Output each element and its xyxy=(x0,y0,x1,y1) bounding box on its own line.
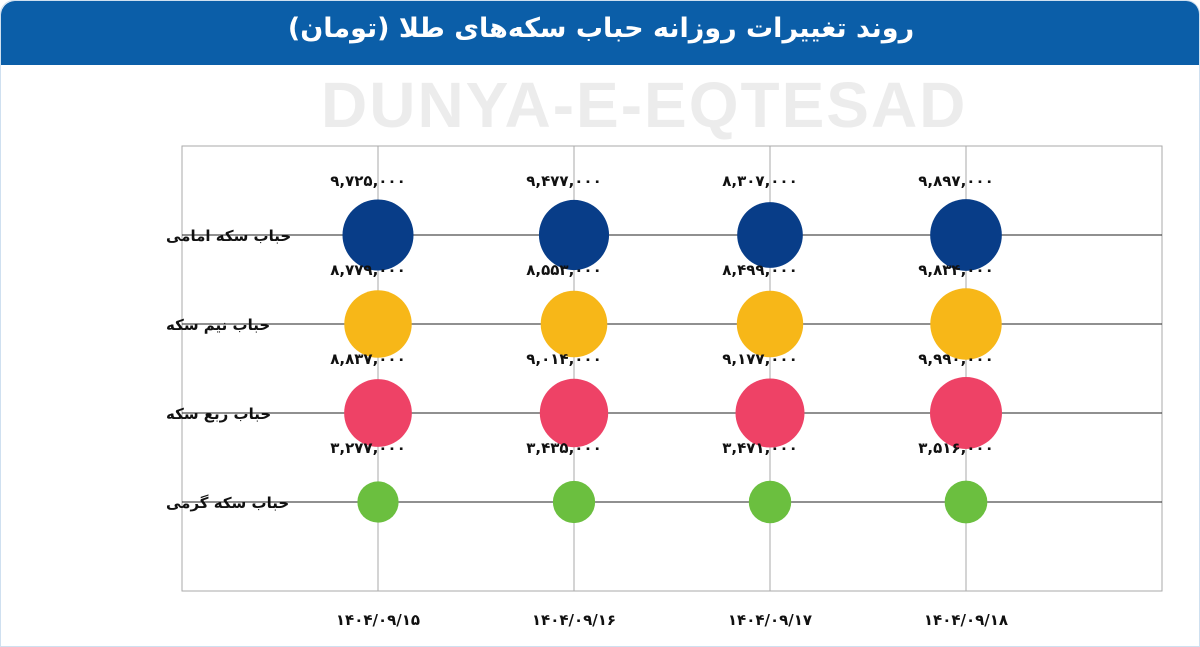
data-label: ۳,۵۱۶,۰۰۰ xyxy=(918,439,993,457)
bubble xyxy=(735,378,805,448)
data-label: ۸,۴۹۹,۰۰۰ xyxy=(722,261,797,279)
bubble xyxy=(552,480,596,524)
bubble xyxy=(344,290,412,358)
data-label: ۹,۸۹۷,۰۰۰ xyxy=(918,172,993,190)
data-label: ۹,۷۲۵,۰۰۰ xyxy=(330,172,405,190)
x-tick-label: ۱۴۰۴/۰۹/۱۷ xyxy=(728,611,812,629)
x-tick-label: ۱۴۰۴/۰۹/۱۸ xyxy=(924,611,1008,629)
x-tick-label: ۱۴۰۴/۰۹/۱۶ xyxy=(532,611,616,629)
bubble xyxy=(748,480,792,524)
data-label: ۳,۲۷۷,۰۰۰ xyxy=(330,439,405,457)
y-tick-label: حباب نیم سکه xyxy=(166,316,270,334)
bubble xyxy=(930,288,1002,360)
header-bar: روند تغییرات روزانه حباب سکه‌های طلا (تو… xyxy=(1,1,1199,65)
data-label: ۹,۰۱۴,۰۰۰ xyxy=(526,350,601,368)
bubble xyxy=(342,199,414,271)
data-label: ۹,۴۷۷,۰۰۰ xyxy=(526,172,601,190)
data-label: ۸,۸۳۷,۰۰۰ xyxy=(330,350,405,368)
bubble xyxy=(930,199,1002,271)
x-tick-label: ۱۴۰۴/۰۹/۱۵ xyxy=(336,611,420,629)
bubble xyxy=(357,481,399,523)
bubble xyxy=(930,377,1002,449)
data-label: ۳,۴۳۵,۰۰۰ xyxy=(526,439,601,457)
bubble xyxy=(736,290,804,358)
data-label: ۳,۴۷۱,۰۰۰ xyxy=(722,439,797,457)
data-label: ۸,۳۰۷,۰۰۰ xyxy=(722,172,797,190)
data-label: ۸,۷۷۹,۰۰۰ xyxy=(330,261,405,279)
bubble xyxy=(539,378,609,448)
y-tick-label: حباب سکه امامی xyxy=(166,227,291,245)
data-label: ۹,۸۳۴,۰۰۰ xyxy=(918,261,993,279)
plot-area xyxy=(181,145,1163,592)
chart-title: روند تغییرات روزانه حباب سکه‌های طلا (تو… xyxy=(287,13,915,44)
bubble xyxy=(944,480,988,524)
bubble xyxy=(538,199,610,271)
y-tick-label: حباب ربع سکه xyxy=(166,405,271,423)
watermark-logo: DUNYA-E-EQTESAD xyxy=(321,69,968,141)
y-tick-label: حباب سکه گرمی xyxy=(166,494,289,512)
data-label: ۹,۹۹۰,۰۰۰ xyxy=(918,350,993,368)
data-label: ۸,۵۵۳,۰۰۰ xyxy=(526,261,601,279)
data-label: ۹,۱۷۷,۰۰۰ xyxy=(722,350,797,368)
bubble xyxy=(344,379,412,447)
bubble xyxy=(737,202,803,268)
bubble xyxy=(540,290,608,358)
